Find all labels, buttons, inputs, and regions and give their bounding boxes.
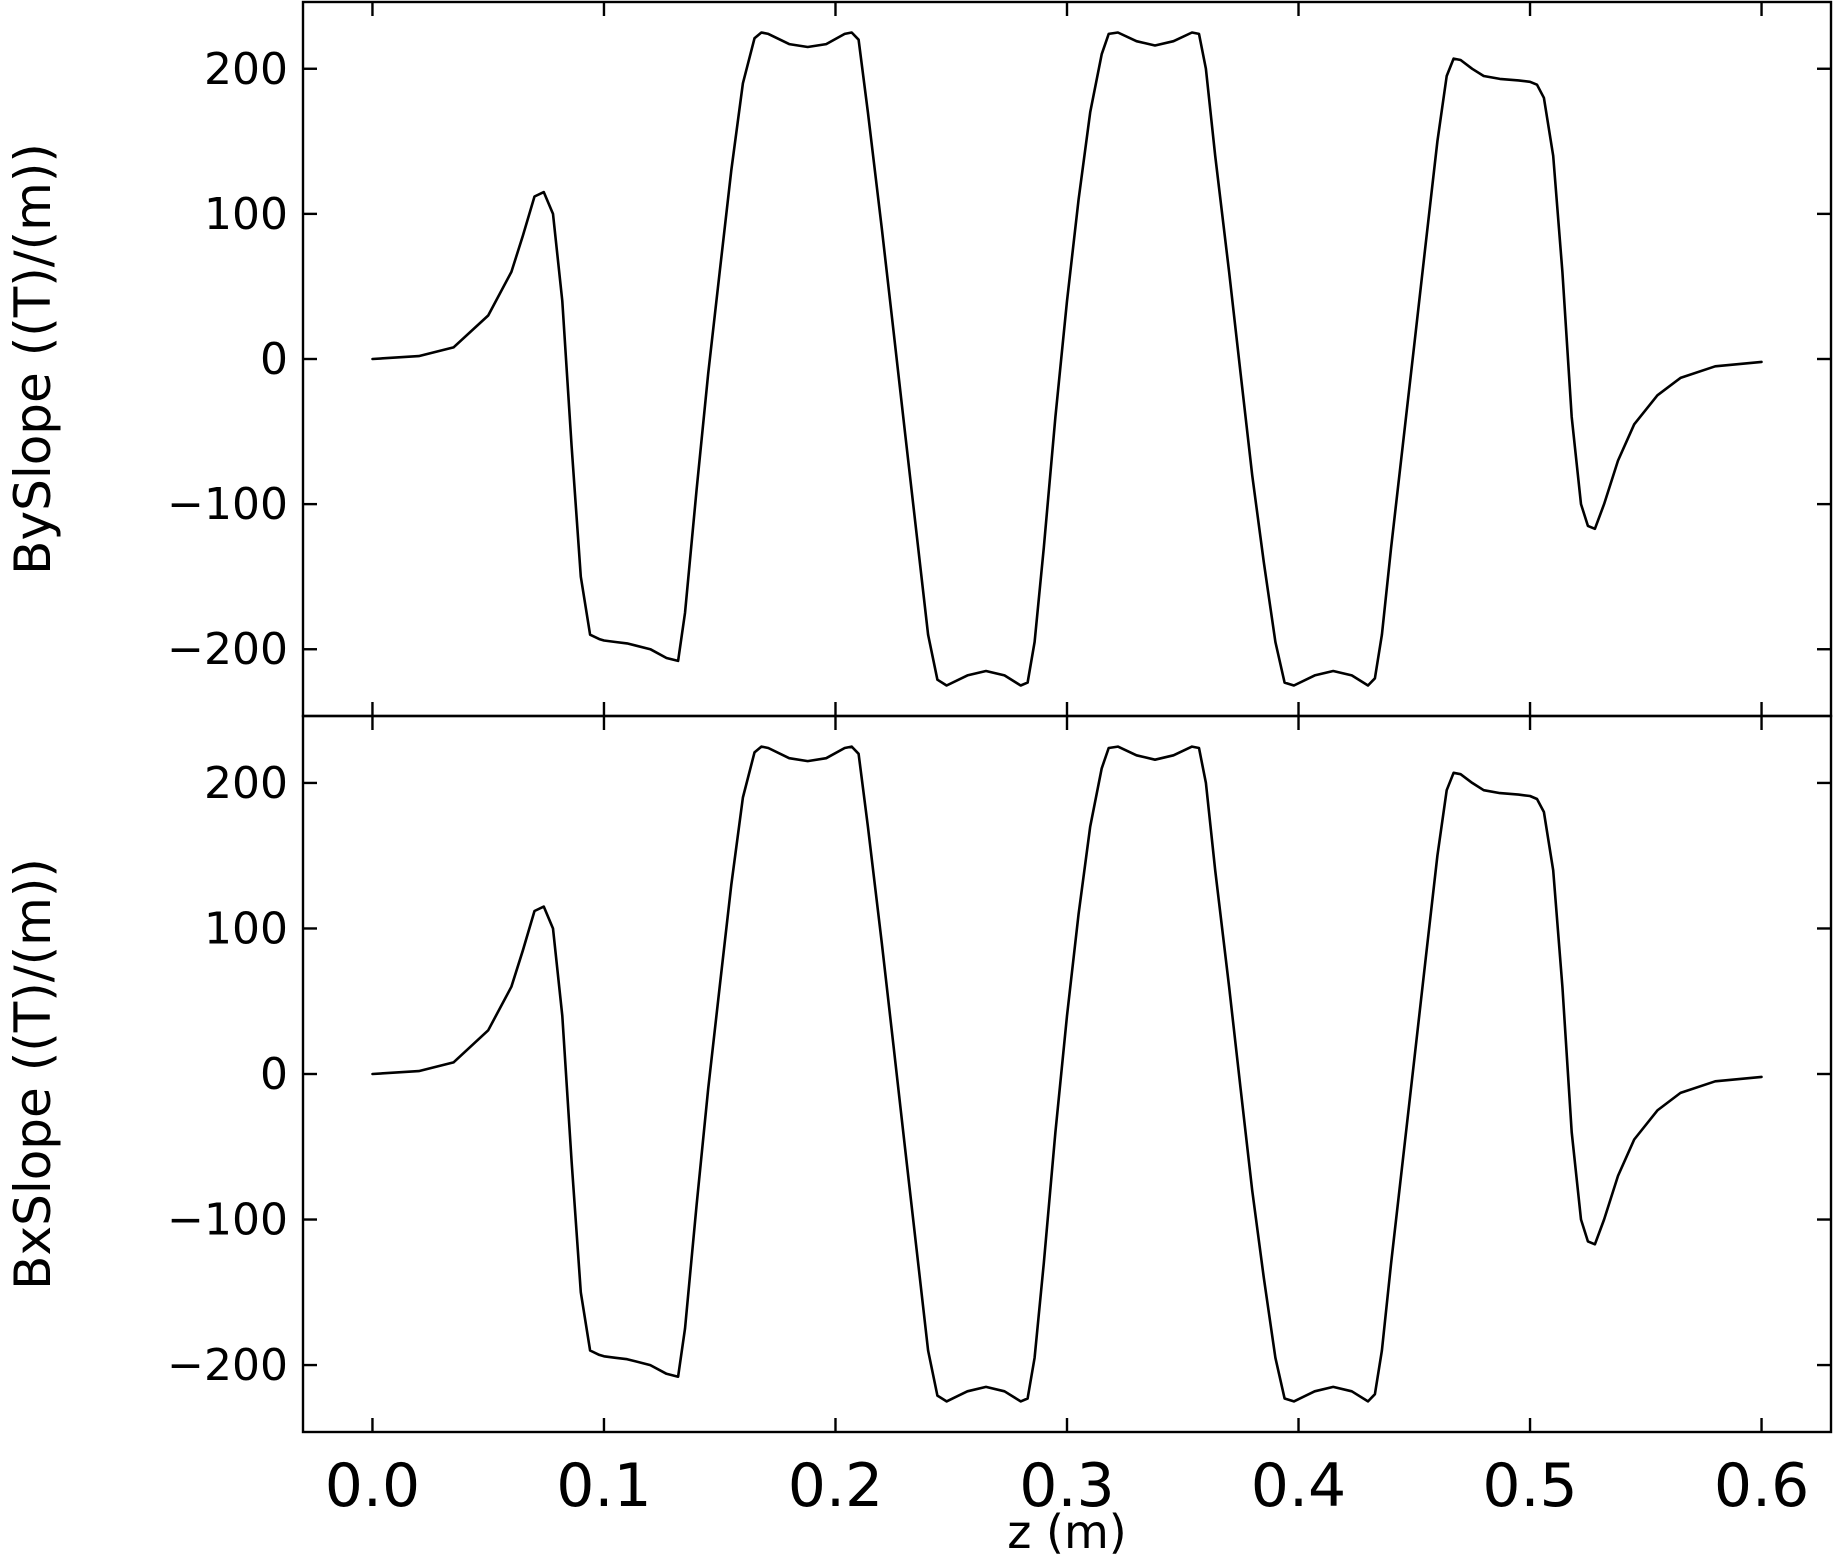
series-line — [371, 31, 1763, 687]
y-tick-label: 0 — [260, 334, 288, 385]
y-tick-label: −100 — [167, 479, 288, 530]
y-tick-label: 100 — [204, 189, 288, 240]
series-line — [371, 745, 1763, 1403]
y-tick-label: 200 — [204, 758, 288, 809]
x-tick-label: 0.5 — [1482, 1451, 1577, 1521]
plot-frame — [301, 714, 1833, 1434]
x-tick-label: 0.4 — [1251, 1451, 1346, 1521]
y-tick-label: −200 — [167, 1340, 288, 1391]
x-tick-label: 0.2 — [788, 1451, 883, 1521]
y-axis-title: BySlope ((T)/(m)) — [4, 143, 62, 575]
x-tick-label: 0.3 — [1019, 1451, 1114, 1521]
y-tick-label: −200 — [167, 624, 288, 675]
x-tick-label: 0.6 — [1714, 1451, 1809, 1521]
y-tick-label: −100 — [167, 1195, 288, 1246]
x-tick-label: 0.0 — [325, 1451, 420, 1521]
y-tick-label: 200 — [204, 44, 288, 95]
x-axis-title: z (m) — [1007, 1505, 1126, 1556]
x-tick-label: 0.1 — [556, 1451, 651, 1521]
plot-frame — [301, 0, 1833, 718]
y-tick-label: 0 — [260, 1049, 288, 1100]
panel-bottom: −200 −100 0 100 200 0.0 0.1 0.2 0.3 0.4 0.5 0.6 BxSl… — [4, 714, 1833, 1556]
y-tick-label: 100 — [204, 903, 288, 954]
y-axis-title: BxSlope ((T)/(m)) — [4, 858, 62, 1290]
panel-top: −200 −100 0 100 200 BySlope ((T)/(m)) — [4, 0, 1833, 718]
